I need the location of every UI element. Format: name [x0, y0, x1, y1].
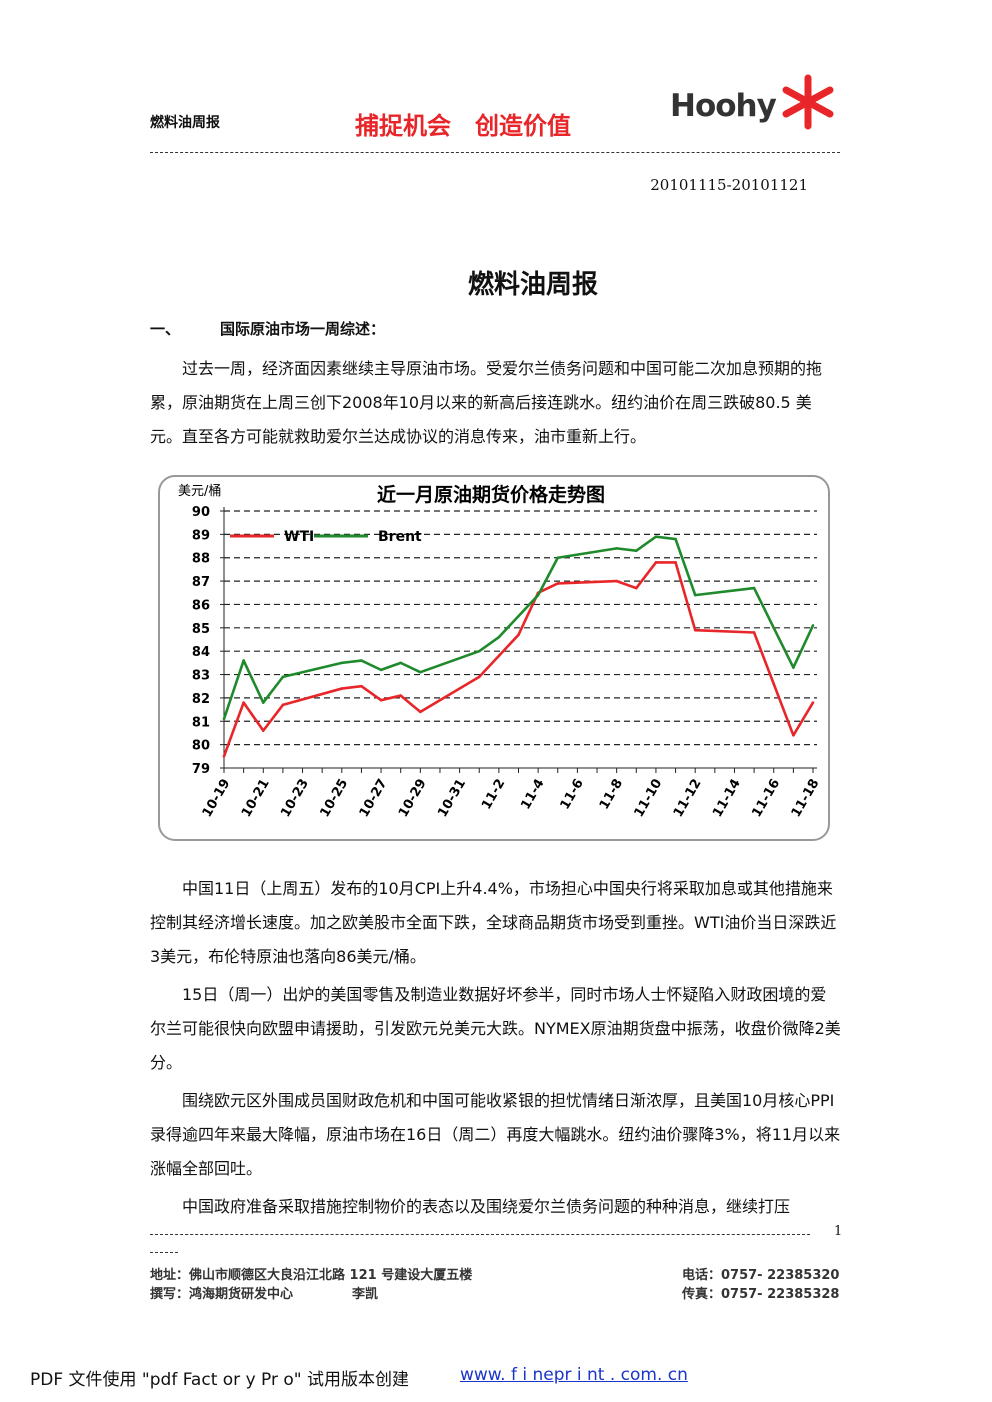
line-segment — [615, 579, 638, 590]
y-tick-label: 84 — [192, 645, 210, 660]
paragraph: 中国11日（上周五）发布的10月CPI上升4.4%，市场担心中国央行将采取加息或… — [150, 879, 837, 966]
y-tick-label: 86 — [192, 598, 210, 613]
line-segment — [536, 556, 560, 597]
line-segment — [497, 633, 520, 658]
line-segment — [497, 614, 520, 639]
y-tick-label: 85 — [192, 622, 210, 637]
legend-label: Brent — [378, 529, 422, 545]
line-segment — [772, 682, 795, 737]
footer-rule — [150, 1234, 810, 1235]
chart: 近一月原油期货价格走势图 美元/桶 79 80 81 82 83 84 85 86 87 88 89… — [158, 475, 830, 841]
line-segment — [419, 675, 481, 714]
line-segment — [517, 593, 540, 618]
fax: 传真：0757- 22385328 — [682, 1287, 840, 1302]
doc-name: 燃料油周报 — [150, 115, 220, 131]
line-segment — [792, 624, 815, 669]
line-segment — [693, 628, 756, 634]
line-segment — [556, 579, 618, 585]
watermark: PDF 文件使用 "pdf Fact or y Pr o" 试用版本创建 — [30, 1370, 409, 1390]
header-rule — [150, 152, 840, 153]
line-segment — [242, 659, 265, 704]
address: 地址：佛山市顺德区大良沿江北路 121 号建设大厦五楼 — [150, 1268, 473, 1283]
paragraph: 中国政府准备采取措施控制物价的表态以及围绕爱尔兰债务问题的种种消息，继续打压 — [182, 1197, 791, 1216]
line-segment — [792, 701, 815, 737]
phone: 电话：0757- 22385320 — [682, 1268, 840, 1283]
legend-label: WTI — [284, 529, 314, 545]
text-block: 中国11日（上周五）发布的10月CPI上升4.4%，市场担心中国央行将采取加息或… — [150, 872, 842, 1228]
y-tick-label: 81 — [192, 715, 210, 730]
paragraph: 过去一周，经济面因素继续主导原油市场。受爱尔兰债务问题和中国可能二次加息预期的拖… — [150, 359, 823, 446]
line-segment — [379, 694, 402, 702]
y-tick-label: 87 — [192, 575, 210, 590]
chart-title: 近一月原油期货价格走势图 — [377, 483, 605, 506]
paragraph: 围绕欧元区外围成员国财政危机和中国可能收紧银的担忧情绪日渐浓厚，且美国10月核心… — [150, 1091, 841, 1178]
line-segment — [477, 654, 501, 679]
line-segment — [674, 537, 697, 597]
author: 撰写：鸿海期货研发中心 — [150, 1287, 294, 1302]
line-segment — [634, 535, 658, 553]
line-segment — [615, 547, 638, 553]
section-number: 一、 — [150, 320, 181, 338]
line-segment — [556, 547, 618, 560]
line-segment — [242, 701, 265, 732]
line-segment — [261, 703, 285, 732]
line-segment — [772, 626, 795, 669]
logo-icon — [782, 74, 834, 130]
line-segment — [752, 631, 776, 686]
slogan: 捕捉机会 创造价值 — [355, 112, 571, 140]
line-segment — [340, 684, 363, 690]
line-segment — [634, 561, 658, 590]
y-tick-label: 79 — [192, 762, 210, 777]
footer-rule — [150, 1252, 178, 1253]
y-tick-label: 82 — [192, 692, 210, 707]
line-segment — [222, 659, 245, 721]
line-segment — [693, 586, 756, 597]
y-tick-label: 88 — [192, 552, 210, 567]
line-segment — [360, 659, 383, 672]
line-segment — [379, 661, 402, 672]
paragraph: 15日（周一）出炉的美国零售及制造业数据好坏参半，同时市场人士怀疑陷入财政困境的… — [150, 985, 841, 1072]
line-segment — [752, 586, 776, 630]
line-segment — [281, 687, 344, 707]
logo: Hoohy — [670, 88, 777, 124]
y-tick-label: 90 — [192, 505, 210, 520]
line-segment — [261, 675, 285, 704]
section-heading: 国际原油市场一周综述： — [220, 320, 386, 338]
line-segment — [399, 661, 422, 674]
line-segment — [281, 661, 344, 679]
watermark-link[interactable]: www. f i nepr i nt . com. cn — [460, 1365, 688, 1385]
y-tick-label: 89 — [192, 528, 210, 543]
chart-frame — [158, 475, 830, 841]
line-segment — [340, 659, 363, 665]
line-segment — [360, 684, 383, 702]
title: 燃料油周报 — [467, 270, 598, 300]
text-block: 过去一周，经济面因素继续主导原油市场。受爱尔兰债务问题和中国可能二次加息预期的拖… — [150, 352, 842, 458]
author-name: 李凯 — [352, 1287, 379, 1302]
line-segment — [654, 535, 677, 541]
line-segment — [222, 701, 245, 758]
y-tick-label: 83 — [192, 669, 210, 684]
line-segment — [477, 635, 501, 653]
line-segment — [399, 694, 422, 714]
y-tick-label: 80 — [192, 739, 210, 754]
line-segment — [419, 649, 481, 674]
page-number: 1 — [834, 1224, 843, 1239]
date-range: 20101115-20101121 — [650, 176, 808, 194]
y-axis-label: 美元/桶 — [178, 484, 221, 499]
line-segment — [674, 561, 697, 632]
